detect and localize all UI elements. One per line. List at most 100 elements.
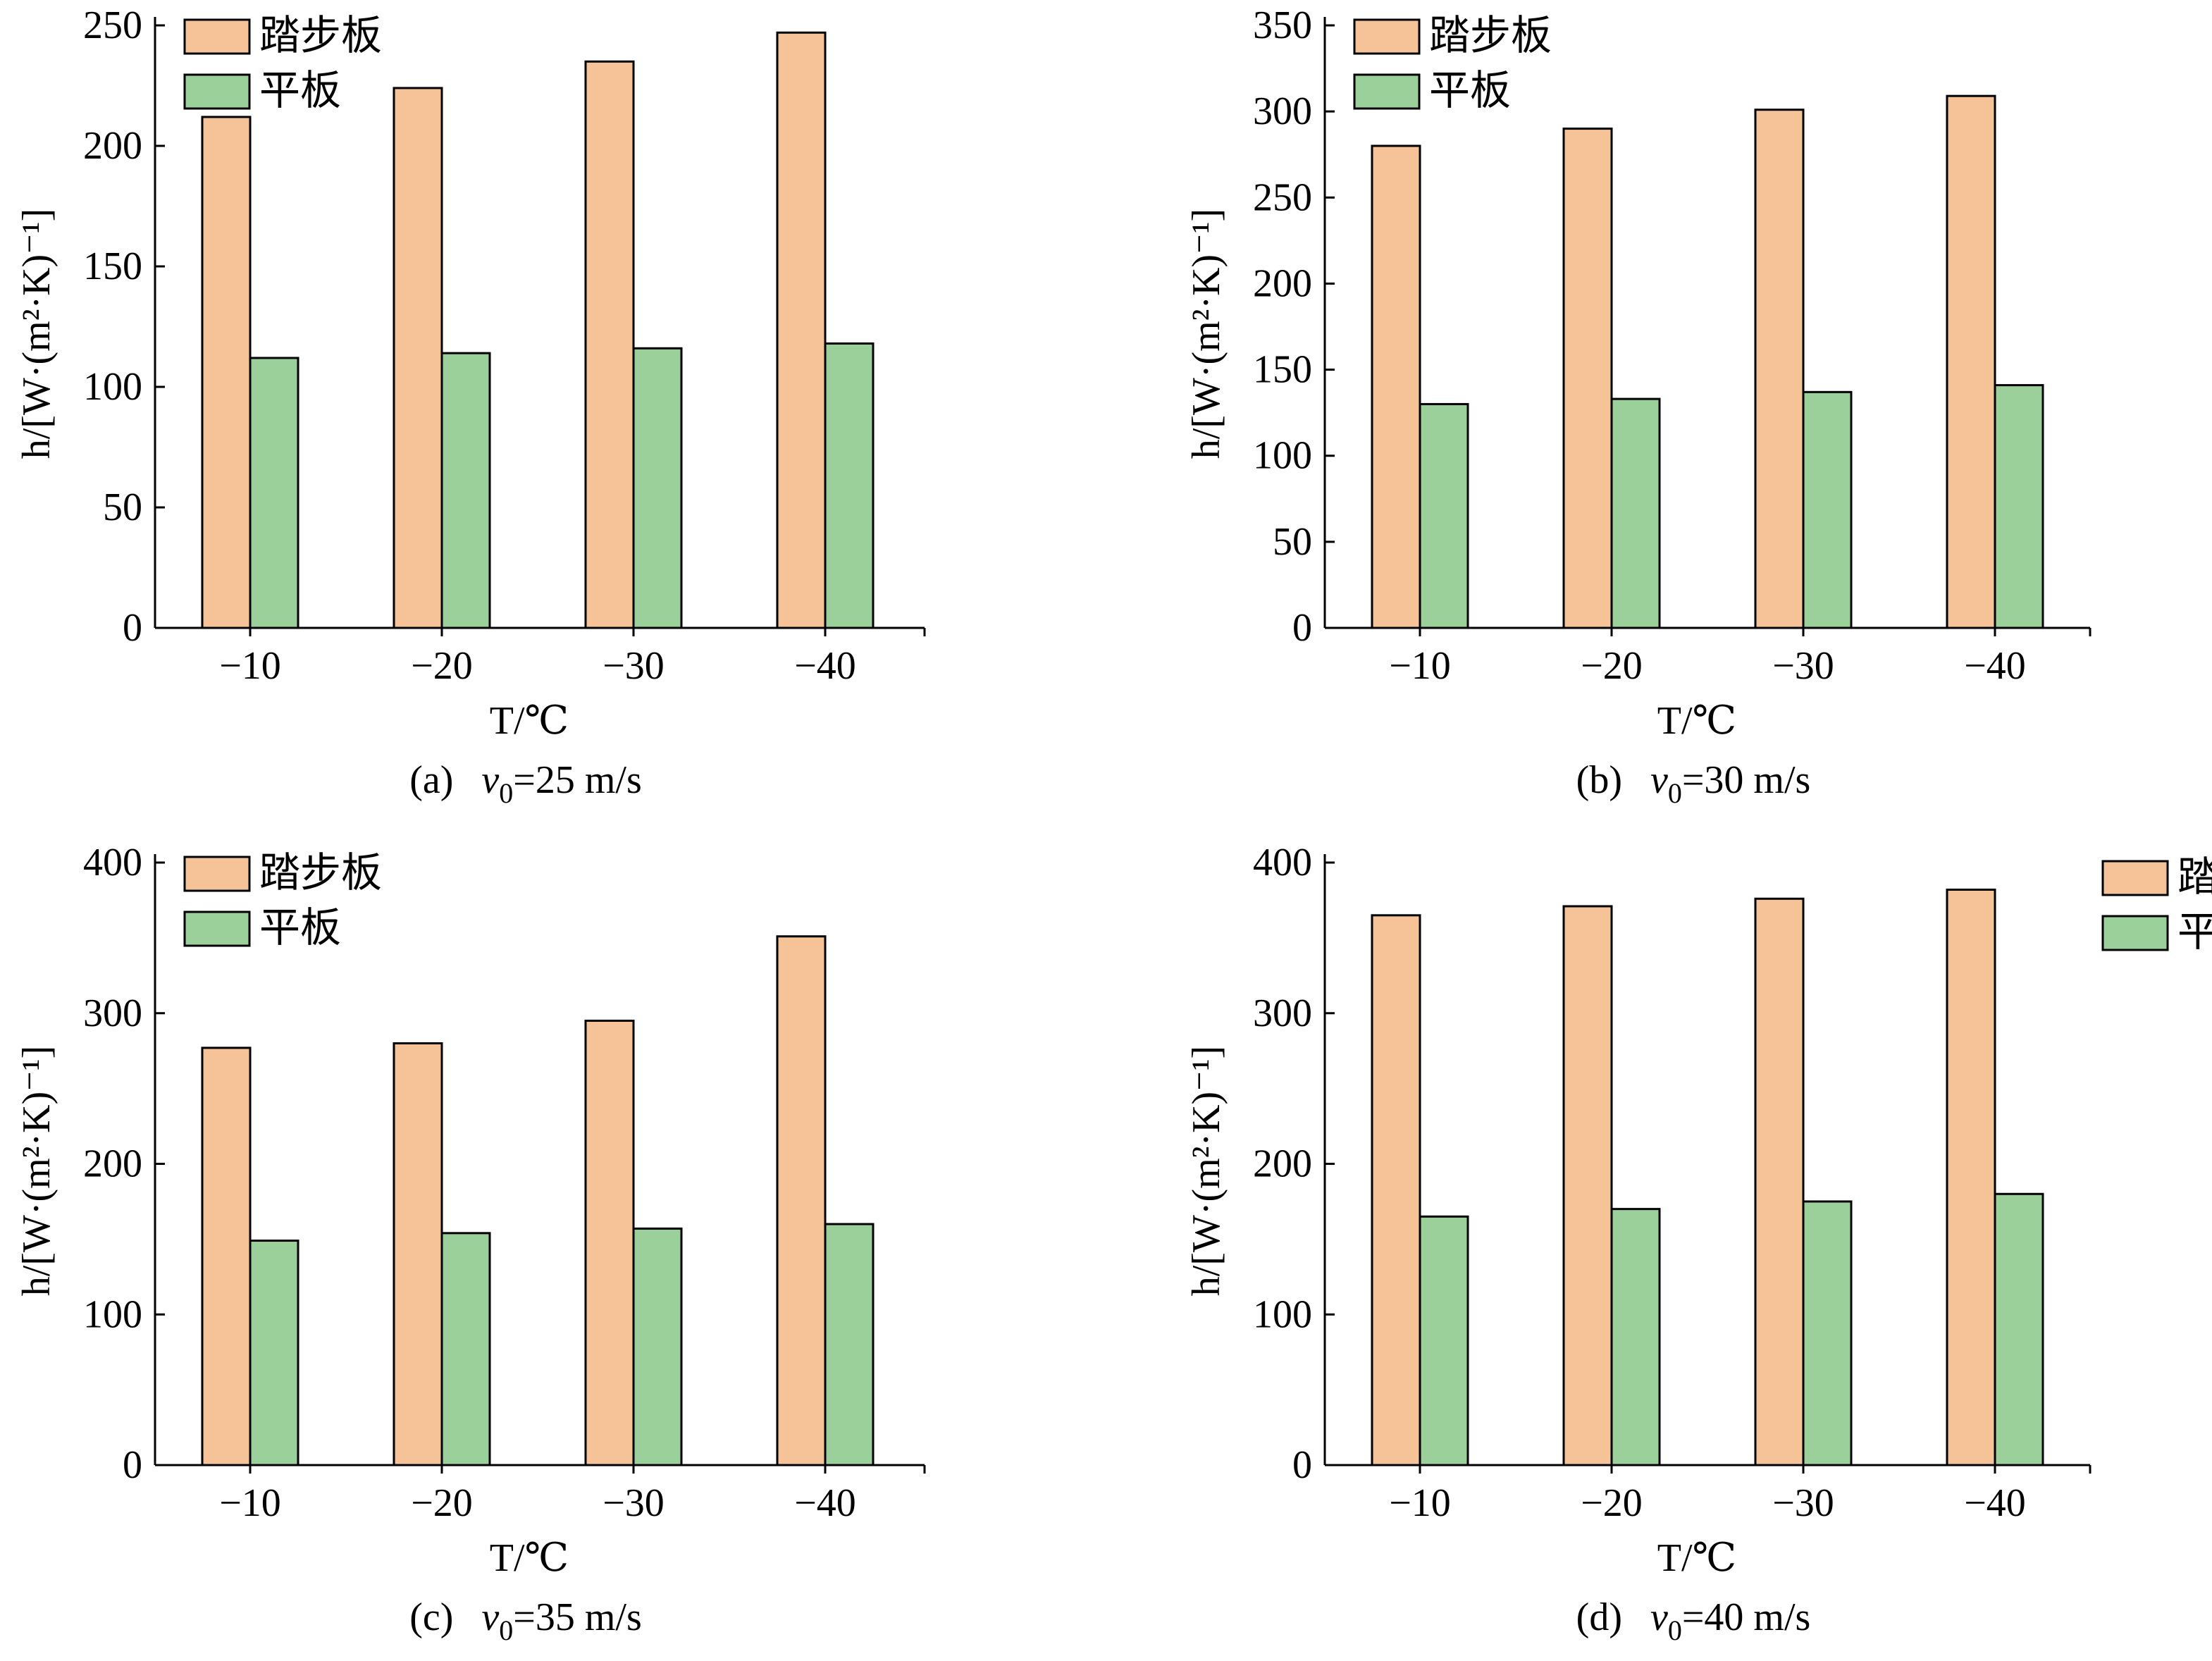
chart-panel-c: −10 −20 −30 −40 0 100 200 300 400 h/[W·(m²·K)⁻¹] T…: [15, 841, 926, 1646]
y-tick-label: 300: [1253, 89, 1312, 133]
bar-step-board-1: [1371, 144, 1421, 629]
bar-step-board-3: [584, 60, 635, 629]
x-tick-label: −30: [1772, 1481, 1834, 1525]
bar-step-board-2: [393, 87, 443, 629]
bar-flat-plate-1: [249, 1240, 299, 1467]
bar-step-board-3: [1754, 109, 1805, 629]
panel-caption: (c) v0=35 m/s: [409, 1595, 642, 1646]
bar-flat-plate-2: [1610, 1208, 1661, 1467]
caption-subscript: 0: [499, 777, 513, 809]
bar-step-board-2: [393, 1042, 443, 1467]
bar-flat-plate-4: [824, 342, 875, 629]
bar-flat-plate-3: [632, 1227, 683, 1467]
caption-tag: (c): [409, 1595, 453, 1639]
x-axis-label: T/℃: [490, 1536, 569, 1580]
bar-step-board-2: [1562, 905, 1613, 1467]
caption-variable: v: [481, 1595, 499, 1639]
x-tick-label: −20: [1581, 644, 1643, 688]
caption-value: =30 m/s: [1682, 758, 1811, 802]
caption-subscript: 0: [499, 1614, 513, 1646]
caption-value: =40 m/s: [1682, 1595, 1811, 1639]
y-tick-label: 0: [123, 1443, 142, 1487]
x-tick-label: −10: [219, 1481, 281, 1525]
x-tick-label: −40: [794, 1481, 856, 1525]
bar-flat-plate-4: [1994, 384, 2044, 629]
y-tick-label: 200: [83, 124, 142, 168]
bar-flat-plate-2: [440, 1232, 491, 1467]
panel-caption: (b) v0=30 m/s: [1576, 758, 1811, 809]
bar-step-board-1: [201, 1046, 252, 1467]
x-axis-label: T/℃: [1657, 1536, 1736, 1580]
y-tick-label: 50: [103, 486, 142, 529]
y-tick-label: 100: [83, 1292, 142, 1336]
bar-step-board-1: [1371, 914, 1421, 1467]
y-axis-label: h/[W·(m²·K)⁻¹]: [15, 1046, 58, 1296]
caption-tag: (b): [1576, 758, 1622, 802]
x-tick-label: −10: [219, 644, 281, 688]
y-tick-label: 250: [1253, 175, 1312, 219]
bar-flat-plate-2: [1610, 397, 1661, 629]
panel-caption: (d) v0=40 m/s: [1576, 1595, 1811, 1646]
x-tick-label: −20: [1581, 1481, 1643, 1525]
bar-step-board-4: [1946, 888, 1996, 1467]
y-tick-label: 200: [1253, 1142, 1312, 1186]
bar-flat-plate-4: [1994, 1192, 2044, 1467]
y-tick-label: 50: [1273, 520, 1312, 564]
bar-flat-plate-1: [1419, 402, 1469, 629]
legend-swatch-flat-plate: [183, 910, 251, 947]
bar-step-board-4: [1946, 94, 1996, 629]
caption-subscript: 0: [1668, 777, 1682, 809]
y-tick-label: 100: [1253, 1292, 1312, 1336]
legend-label-step-board: 踏步板: [2177, 854, 2212, 900]
legend-label-flat-plate: 平板: [1429, 68, 1511, 113]
legend-swatch-flat-plate: [1353, 73, 1421, 110]
y-tick-label: 150: [83, 245, 142, 288]
x-tick-label: −10: [1389, 1481, 1451, 1525]
legend-label-flat-plate: 平板: [2177, 909, 2212, 955]
bar-flat-plate-1: [249, 357, 299, 629]
y-tick-label: 300: [1253, 992, 1312, 1035]
bar-step-board-3: [584, 1019, 635, 1467]
x-tick-label: −40: [1964, 1481, 2026, 1525]
x-tick-label: −20: [411, 644, 473, 688]
y-tick-label: 0: [1292, 606, 1312, 650]
x-tick-label: −40: [1964, 644, 2026, 688]
bar-flat-plate-3: [1802, 390, 1853, 629]
x-axis-label: T/℃: [1657, 699, 1736, 743]
y-tick-label: 250: [83, 4, 142, 47]
y-tick-label: 300: [83, 992, 142, 1035]
legend-swatch-flat-plate: [2101, 915, 2169, 951]
legend-label-step-board: 踏步板: [259, 13, 382, 58]
legend-swatch-step-board: [183, 856, 251, 892]
y-axis-label: h/[W·(m²·K)⁻¹]: [1185, 209, 1228, 459]
bar-flat-plate-3: [1802, 1200, 1853, 1467]
y-axis-label: h/[W·(m²·K)⁻¹]: [1185, 1046, 1228, 1296]
x-tick-label: −30: [603, 1481, 665, 1525]
chart-panel-d: −10 −20 −30 −40 0 100 200 300 400 h/[W·(m²·K)⁻¹] T…: [1185, 841, 2212, 1646]
legend-swatch-step-board: [2101, 860, 2169, 896]
caption-value: =35 m/s: [513, 1595, 642, 1639]
bar-flat-plate-4: [824, 1223, 875, 1467]
bar-step-board-2: [1562, 128, 1613, 629]
bar-flat-plate-2: [440, 352, 491, 629]
bar-flat-plate-3: [632, 347, 683, 629]
legend-swatch-flat-plate: [183, 73, 251, 110]
caption-tag: (a): [409, 758, 453, 802]
y-tick-label: 200: [83, 1142, 142, 1186]
x-axis-label: T/℃: [490, 699, 569, 743]
caption-subscript: 0: [1668, 1614, 1682, 1646]
caption-value: =25 m/s: [513, 758, 642, 802]
bar-step-board-3: [1754, 897, 1805, 1467]
legend-label-step-board: 踏步板: [1429, 13, 1552, 58]
panel-caption: (a) v0=25 m/s: [409, 758, 642, 809]
x-tick-label: −40: [794, 644, 856, 688]
legend-label-flat-plate: 平板: [259, 68, 341, 113]
chart-panel-a: −10 −20 −30 −40 0 50 100 150 200 250 h/[W·(m²·K)⁻¹…: [15, 4, 926, 809]
x-tick-label: −10: [1389, 644, 1451, 688]
caption-variable: v: [481, 758, 499, 802]
y-tick-label: 200: [1253, 261, 1312, 305]
chart-panel-b: −10 −20 −30 −40 0 50 100 150 200 250 300 350 h/[W·(m…: [1185, 4, 2091, 809]
legend-swatch-step-board: [1353, 18, 1421, 55]
bar-step-board-4: [776, 935, 827, 1467]
